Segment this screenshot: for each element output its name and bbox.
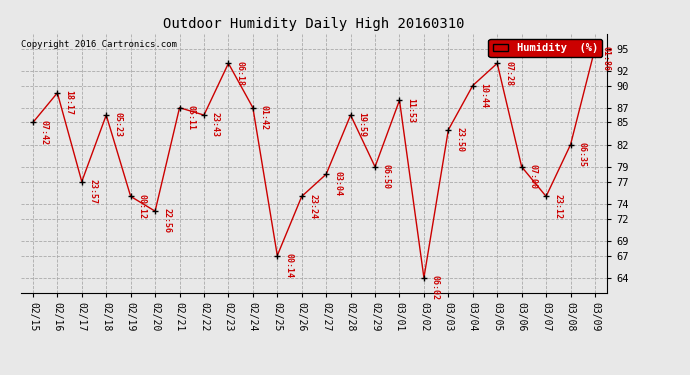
Text: 23:57: 23:57 [89,179,98,204]
Text: 06:35: 06:35 [578,142,586,167]
Text: 05:11: 05:11 [186,105,195,130]
Text: 22:56: 22:56 [162,209,171,233]
Title: Outdoor Humidity Daily High 20160310: Outdoor Humidity Daily High 20160310 [164,17,464,31]
Text: 07:00: 07:00 [529,164,538,189]
Text: 00:12: 00:12 [137,194,146,219]
Text: 00:14: 00:14 [284,253,293,278]
Text: 23:50: 23:50 [455,127,464,152]
Text: 23:43: 23:43 [211,112,220,137]
Text: 11:53: 11:53 [406,98,415,123]
Text: 01:42: 01:42 [260,105,269,130]
Text: 01:86: 01:86 [602,46,611,71]
Text: 23:24: 23:24 [308,194,317,219]
Text: 07:28: 07:28 [504,60,513,86]
Text: 19:59: 19:59 [357,112,366,137]
Text: 18:17: 18:17 [64,90,73,115]
Text: Copyright 2016 Cartronics.com: Copyright 2016 Cartronics.com [21,40,177,49]
Text: 03:04: 03:04 [333,171,342,196]
Text: 06:02: 06:02 [431,275,440,300]
Text: 07:42: 07:42 [40,120,49,145]
Text: 06:50: 06:50 [382,164,391,189]
Text: 10:44: 10:44 [480,83,489,108]
Text: 23:12: 23:12 [553,194,562,219]
Legend: Humidity  (%): Humidity (%) [489,39,602,57]
Text: 05:23: 05:23 [113,112,122,137]
Text: 06:18: 06:18 [235,60,244,86]
